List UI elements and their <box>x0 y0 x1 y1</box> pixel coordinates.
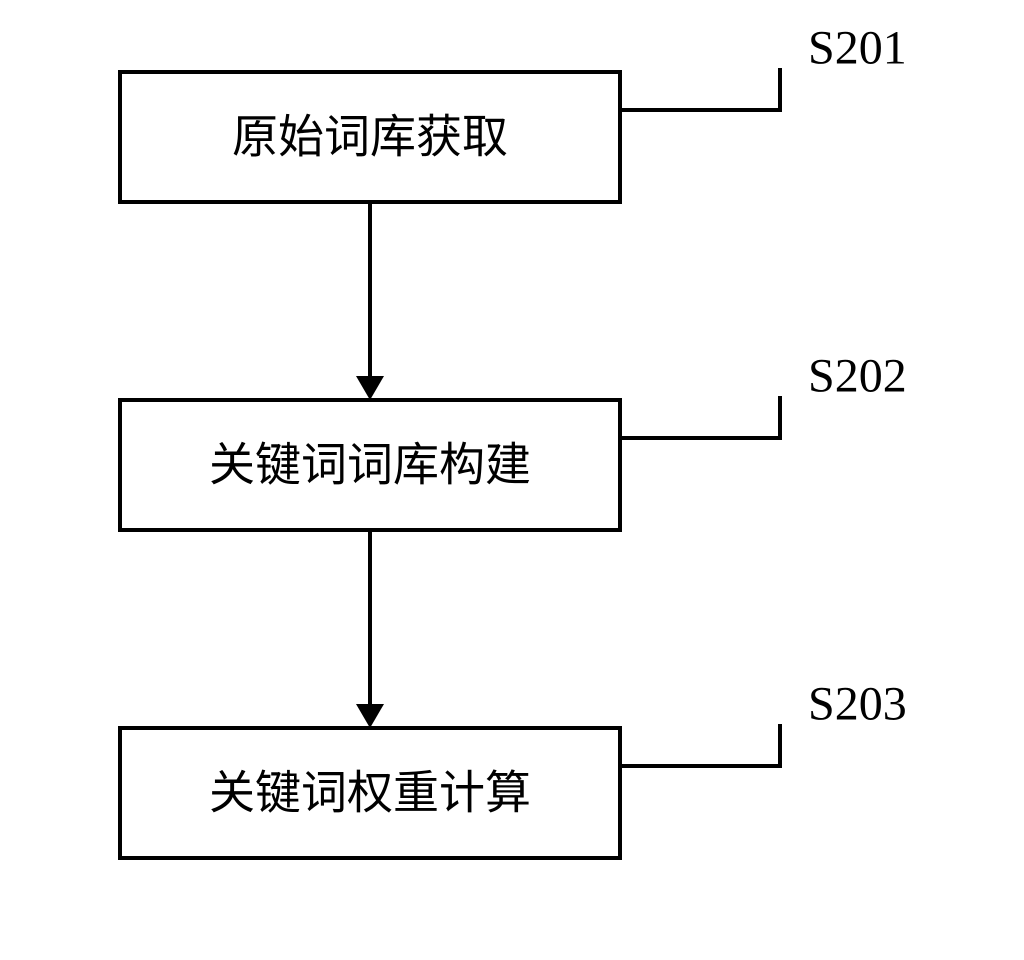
step-leader-line <box>620 724 780 766</box>
flow-arrow-head <box>356 704 384 728</box>
flow-box-label: 原始词库获取 <box>232 112 508 163</box>
flow-box-label: 关键词权重计算 <box>209 768 531 819</box>
step-leader-line <box>620 68 780 110</box>
step-label: S202 <box>808 350 907 403</box>
flow-arrow-head <box>356 376 384 400</box>
flow-box-label: 关键词词库构建 <box>209 440 531 491</box>
step-leader-line <box>620 396 780 438</box>
step-label: S201 <box>808 22 907 75</box>
step-label: S203 <box>808 678 907 731</box>
